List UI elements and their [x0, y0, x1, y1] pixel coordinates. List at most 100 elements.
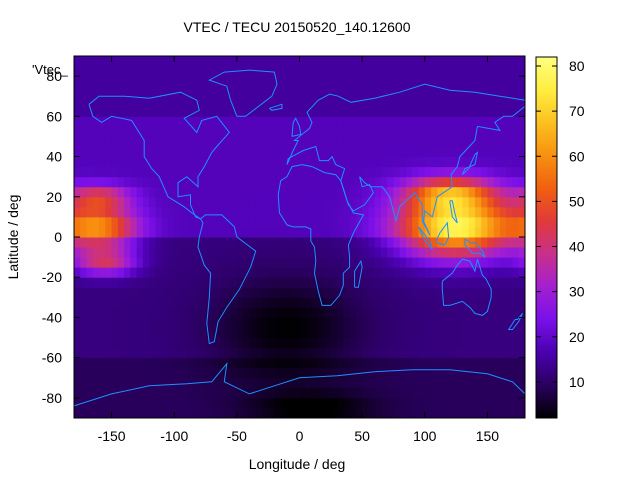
heat-cell	[456, 307, 463, 318]
heat-cell	[186, 166, 194, 178]
heat-cell	[149, 86, 156, 97]
heat-cell	[330, 337, 338, 349]
heat-cell	[224, 287, 232, 298]
heat-cell	[424, 166, 432, 178]
heat-cell	[393, 387, 401, 399]
heat-cell	[124, 226, 131, 238]
heat-cell	[224, 126, 232, 137]
heat-cell	[255, 206, 263, 218]
heat-cell	[412, 96, 420, 107]
heat-cell	[499, 66, 507, 77]
heat-cell	[167, 397, 175, 409]
heat-cell	[180, 327, 188, 339]
heat-cell	[399, 347, 407, 359]
heat-cell	[105, 196, 113, 208]
heat-cell	[142, 267, 150, 278]
heat-cell	[387, 56, 394, 67]
heat-cell	[211, 277, 219, 288]
heat-cell	[412, 136, 420, 147]
heat-cell	[493, 337, 501, 349]
heat-cell	[337, 377, 344, 389]
heat-cell	[274, 106, 282, 117]
heat-cell	[374, 106, 382, 117]
heat-cell	[512, 106, 520, 117]
heat-cell	[374, 337, 382, 349]
heat-cell	[167, 136, 175, 147]
heat-cell	[99, 56, 106, 67]
heat-cell	[92, 166, 100, 178]
heat-cell	[349, 186, 357, 198]
heat-cell	[506, 367, 513, 379]
heat-cell	[218, 377, 225, 389]
heat-cell	[205, 277, 213, 288]
heat-cell	[136, 237, 144, 248]
heat-cell	[506, 226, 513, 238]
heat-cell	[80, 407, 88, 419]
heat-cell	[80, 226, 88, 238]
heat-cell	[374, 287, 382, 298]
heat-cell	[462, 146, 470, 158]
heat-cell	[387, 237, 394, 248]
heat-cell	[312, 307, 319, 318]
heat-cell	[437, 357, 445, 369]
heat-cell	[236, 377, 244, 389]
heat-cell	[399, 156, 407, 168]
heat-cell	[312, 126, 319, 137]
heat-cell	[393, 267, 401, 278]
heat-cell	[261, 216, 269, 228]
heat-cell	[167, 176, 175, 188]
heat-cell	[193, 327, 200, 339]
heat-cell	[180, 96, 188, 107]
heat-cell	[274, 317, 282, 328]
heat-cell	[80, 106, 88, 117]
heat-cell	[337, 257, 344, 268]
heat-cell	[499, 96, 507, 107]
heat-cell	[261, 407, 269, 419]
heat-cell	[105, 176, 113, 188]
heat-cell	[506, 267, 513, 278]
heat-cell	[186, 96, 194, 107]
heat-cell	[186, 277, 194, 288]
heat-cell	[80, 297, 88, 308]
heat-cell	[205, 377, 213, 389]
heat-cell	[161, 206, 169, 218]
heat-cell	[387, 166, 394, 178]
heat-cell	[299, 407, 307, 419]
heat-cell	[92, 347, 100, 359]
heat-cell	[211, 237, 219, 248]
heat-cell	[193, 237, 200, 248]
heat-cell	[362, 317, 369, 328]
heat-cell	[299, 297, 307, 308]
heat-cell	[186, 287, 194, 298]
heat-cell	[230, 287, 238, 298]
heat-cell	[493, 116, 501, 127]
heat-cell	[318, 146, 326, 158]
heat-cell	[117, 86, 125, 97]
heat-cell	[431, 327, 438, 339]
heat-cell	[380, 86, 388, 97]
heat-cell	[230, 166, 238, 178]
heat-cell	[393, 367, 401, 379]
heat-cell	[518, 166, 526, 178]
heat-cell	[243, 307, 250, 318]
heat-cell	[449, 86, 457, 97]
heat-cell	[355, 287, 363, 298]
heat-cell	[380, 106, 388, 117]
heat-cell	[230, 196, 238, 208]
heat-cell	[92, 327, 100, 339]
heat-cell	[224, 146, 232, 158]
heat-cell	[312, 317, 319, 328]
heat-cell	[449, 96, 457, 107]
heat-cell	[130, 327, 138, 339]
heat-cell	[155, 76, 163, 87]
heat-cell	[186, 146, 194, 158]
heat-cell	[393, 327, 401, 339]
y-tick-label: 80	[46, 68, 62, 84]
heat-cell	[431, 86, 438, 97]
heat-cell	[405, 317, 413, 328]
heat-cell	[92, 106, 100, 117]
heat-cell	[149, 407, 156, 419]
heat-cell	[399, 407, 407, 419]
heat-cell	[249, 327, 257, 339]
heat-cell	[474, 116, 482, 127]
